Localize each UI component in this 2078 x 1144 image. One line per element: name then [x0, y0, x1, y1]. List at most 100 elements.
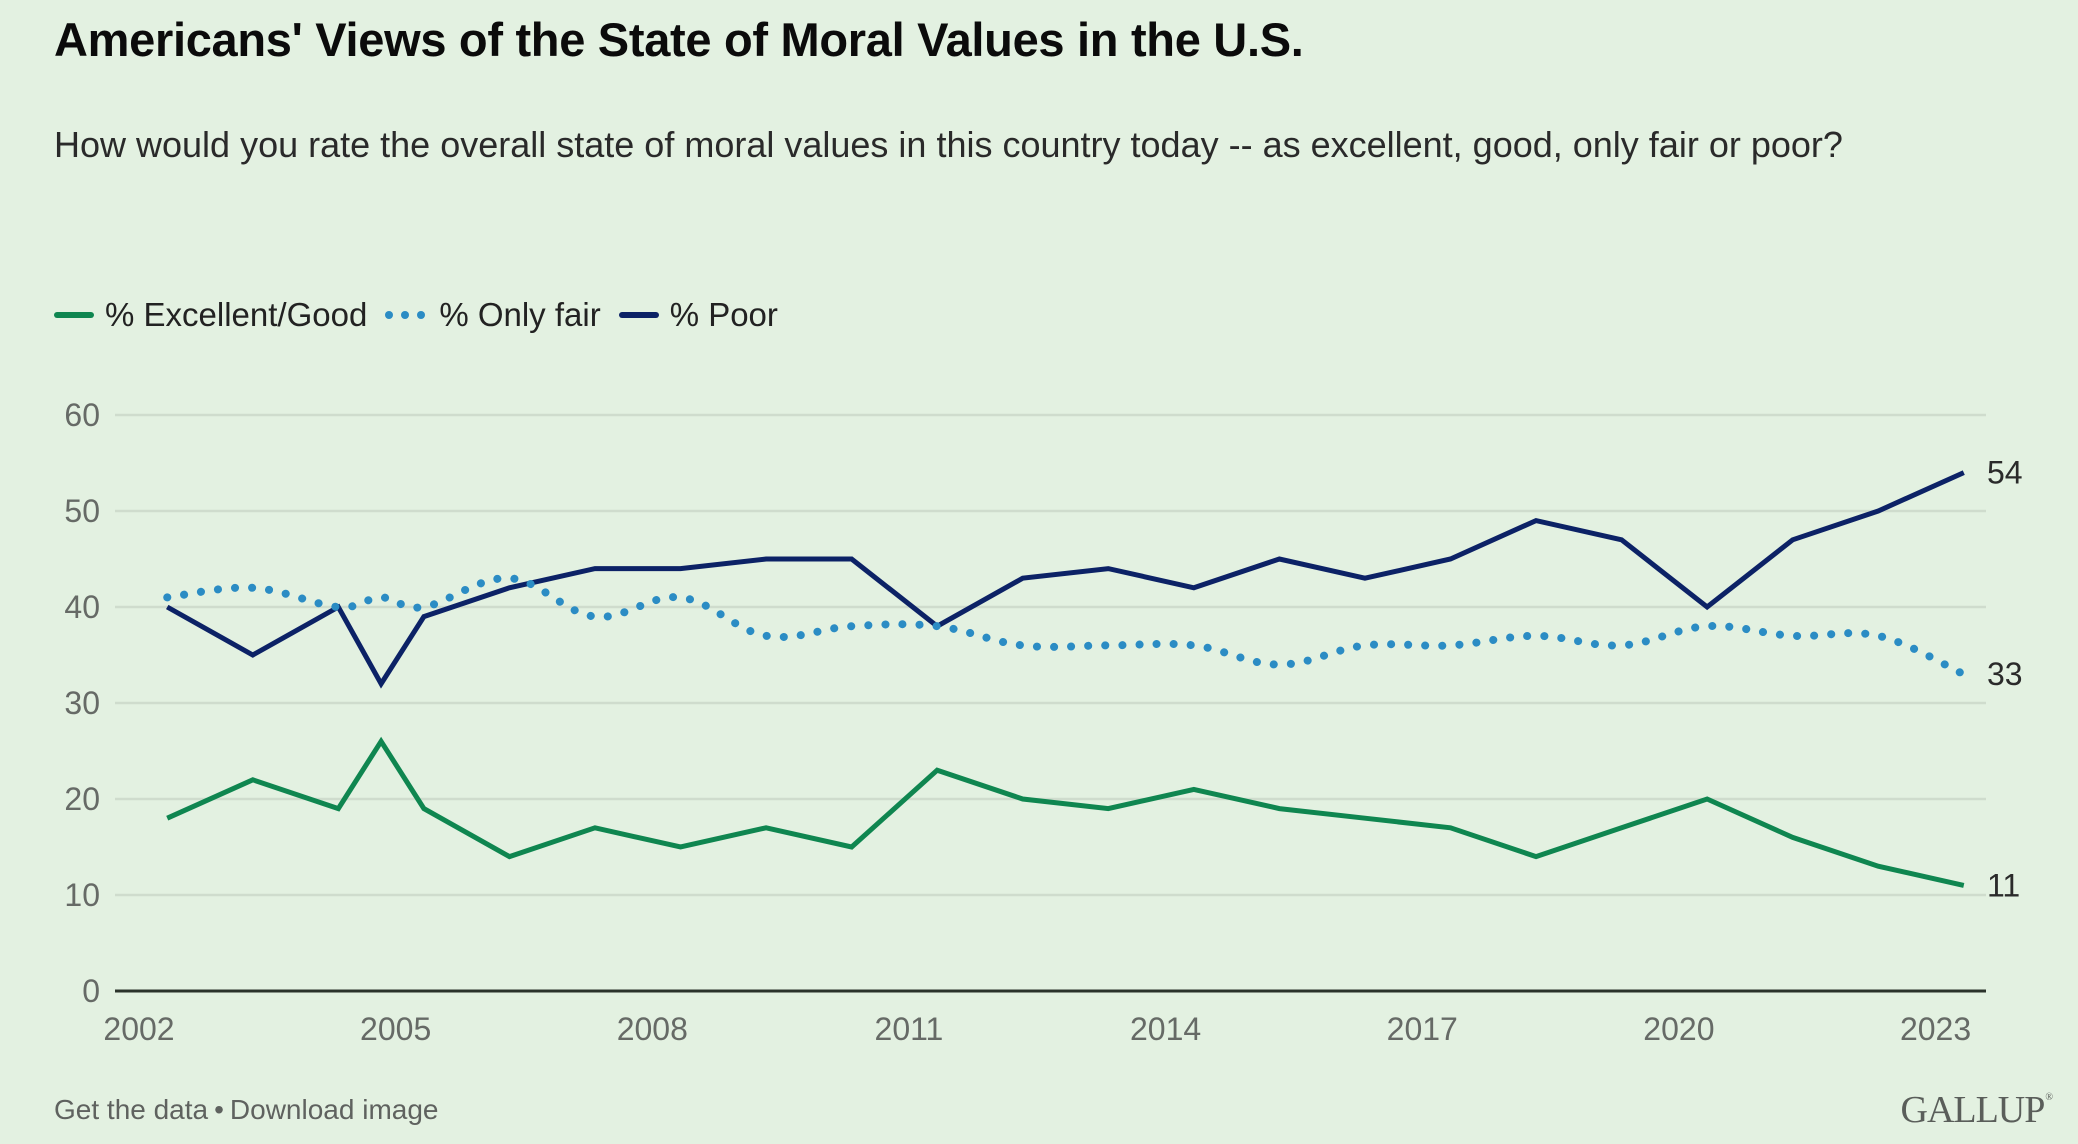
data-point: [1533, 854, 1539, 860]
data-point: [335, 604, 341, 610]
data-point: [1619, 642, 1625, 648]
data-point: [1961, 470, 1967, 476]
data-point: [1020, 642, 1026, 648]
data-point: [934, 767, 940, 773]
data-point: [1961, 671, 1967, 677]
x-tick-label: 2008: [617, 1011, 688, 1047]
y-tick-label: 40: [64, 589, 100, 625]
data-point: [763, 556, 769, 562]
end-value-label: 33: [1987, 656, 2023, 692]
data-point: [763, 825, 769, 831]
data-point: [1362, 575, 1368, 581]
legend-label: % Only fair: [439, 296, 601, 333]
y-axis-tick-labels: 0 10 20 30 40 50 60: [64, 397, 100, 1009]
brand-name: GALLUP: [1900, 1089, 2046, 1131]
legend-item-excellent-good[interactable]: % Excellent/Good: [54, 296, 367, 334]
data-point: [678, 566, 684, 572]
data-point: [1447, 642, 1453, 648]
series-poor: [164, 470, 1967, 689]
data-point: [164, 604, 170, 610]
data-point: [378, 738, 384, 744]
data-point: [763, 633, 769, 639]
data-point: [592, 566, 598, 572]
series-line: [163, 574, 1968, 679]
gallup-logo: GALLUP®: [1901, 1088, 2053, 1132]
y-tick-label: 30: [64, 685, 100, 721]
data-point: [1191, 585, 1197, 591]
legend-item-only-fair[interactable]: % Only fair: [385, 296, 601, 334]
data-point: [1447, 556, 1453, 562]
data-point: [1619, 537, 1625, 543]
legend-label: % Poor: [669, 296, 778, 333]
data-point: [506, 575, 512, 581]
data-point: [1790, 834, 1796, 840]
data-point: [1875, 863, 1881, 869]
y-tick-label: 50: [64, 493, 100, 529]
end-value-label: 11: [1987, 867, 2020, 903]
legend-item-poor[interactable]: % Poor: [618, 296, 778, 334]
legend-swatch-solid-icon: [54, 312, 94, 318]
data-point: [1961, 882, 1967, 888]
data-point: [1105, 806, 1111, 812]
data-point: [1875, 508, 1881, 514]
data-point: [1191, 786, 1197, 792]
data-point: [1533, 518, 1539, 524]
data-point: [1790, 537, 1796, 543]
data-point: [1619, 825, 1625, 831]
x-tick-label: 2014: [1130, 1011, 1201, 1047]
data-point: [1191, 642, 1197, 648]
data-point: [250, 585, 256, 591]
series-line: [166, 470, 1965, 689]
end-value-labels: 11 54 33: [1987, 455, 2023, 904]
data-point: [421, 604, 427, 610]
footer-separator: •: [214, 1094, 224, 1125]
get-the-data-link[interactable]: Get the data: [54, 1094, 209, 1125]
data-point: [678, 844, 684, 850]
y-tick-label: 0: [82, 973, 100, 1009]
download-image-link[interactable]: Download image: [229, 1094, 439, 1125]
data-point: [506, 585, 512, 591]
data-point: [1447, 825, 1453, 831]
series-only-fair: [163, 574, 1968, 679]
data-point: [849, 844, 855, 850]
x-tick-label: 2017: [1387, 1011, 1458, 1047]
data-point: [164, 815, 170, 821]
registered-mark: ®: [2045, 1092, 2053, 1103]
x-tick-label: 2020: [1643, 1011, 1714, 1047]
y-tick-label: 10: [64, 877, 100, 913]
legend-label: % Excellent/Good: [105, 296, 368, 333]
series-excellent-good: [164, 736, 1967, 888]
data-point: [1276, 556, 1282, 562]
data-point: [164, 594, 170, 600]
series-line: [166, 736, 1965, 888]
data-point: [335, 806, 341, 812]
x-axis-tick-labels: 2002 2005 2008 2011 2014 2017 2020 2023: [103, 1011, 1971, 1047]
legend-swatch-dotted-icon: [385, 311, 426, 319]
x-tick-label: 2023: [1900, 1011, 1971, 1047]
data-point: [1704, 623, 1710, 629]
data-point: [1020, 796, 1026, 802]
data-point: [1875, 633, 1881, 639]
data-point: [378, 681, 384, 687]
data-point: [1790, 633, 1796, 639]
data-point: [1020, 575, 1026, 581]
data-point: [421, 614, 427, 620]
data-point: [1105, 566, 1111, 572]
y-tick-label: 20: [64, 781, 100, 817]
x-tick-label: 2005: [360, 1011, 431, 1047]
data-point: [1362, 815, 1368, 821]
data-point: [678, 594, 684, 600]
data-point: [849, 556, 855, 562]
data-point: [421, 806, 427, 812]
legend: % Excellent/Good % Only fair % Poor: [54, 295, 796, 335]
data-point: [378, 594, 384, 600]
series-lines: [163, 470, 1968, 888]
data-point: [849, 623, 855, 629]
end-value-label: 54: [1987, 455, 2023, 491]
gridlines: [115, 413, 1986, 897]
chart-subtitle: How would you rate the overall state of …: [54, 124, 1843, 165]
legend-swatch-solid-icon: [618, 312, 659, 318]
data-point: [1533, 633, 1539, 639]
y-tick-label: 60: [64, 397, 100, 433]
